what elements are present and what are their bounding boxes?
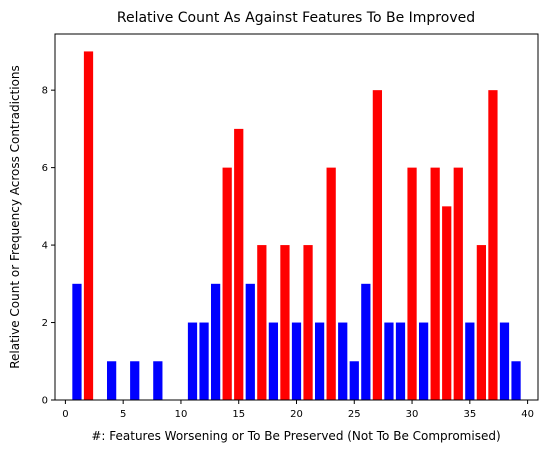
y-tick-label: 0 bbox=[42, 396, 48, 407]
bar-11 bbox=[187, 322, 198, 400]
bar-35 bbox=[465, 322, 475, 400]
bar-15 bbox=[234, 128, 244, 400]
chart-title: Relative Count As Against Features To Be… bbox=[117, 10, 475, 26]
y-tick-label: 6 bbox=[42, 163, 48, 174]
bar-25 bbox=[349, 361, 359, 400]
bar-14 bbox=[222, 167, 232, 400]
bar-19 bbox=[280, 245, 290, 400]
bar-24 bbox=[338, 322, 348, 400]
bar-38 bbox=[499, 322, 510, 400]
bar-6 bbox=[130, 361, 140, 400]
bar-20 bbox=[291, 322, 302, 400]
bar-29 bbox=[395, 322, 406, 400]
x-tick-label: 30 bbox=[406, 409, 419, 420]
y-tick-label: 2 bbox=[42, 318, 48, 329]
x-tick-label: 10 bbox=[175, 409, 188, 420]
y-axis-ticks: 0 2 4 6 8 bbox=[42, 86, 55, 407]
bar-1 bbox=[72, 283, 82, 400]
bar-32 bbox=[430, 167, 440, 400]
bar-4 bbox=[106, 361, 117, 400]
bar-34 bbox=[453, 167, 463, 400]
bar-23 bbox=[326, 167, 336, 400]
x-axis-ticks: 0 5 10 15 20 25 30 35 40 bbox=[62, 400, 534, 420]
x-tick-label: 40 bbox=[521, 409, 534, 420]
bar-26 bbox=[361, 283, 371, 400]
bar-21 bbox=[303, 245, 313, 400]
bar-17 bbox=[257, 245, 267, 400]
x-tick-label: 5 bbox=[120, 409, 126, 420]
bar-12 bbox=[199, 322, 209, 400]
bar-13 bbox=[210, 283, 221, 400]
bar-27 bbox=[372, 90, 383, 401]
x-tick-label: 20 bbox=[290, 409, 303, 420]
x-tick-label: 35 bbox=[463, 409, 476, 420]
bar-36 bbox=[476, 245, 487, 400]
y-tick-label: 4 bbox=[42, 241, 48, 252]
bar-16 bbox=[245, 283, 255, 400]
bar-group bbox=[72, 51, 521, 401]
bar-28 bbox=[384, 322, 394, 400]
bar-30 bbox=[407, 167, 417, 400]
bar-8 bbox=[153, 361, 163, 400]
x-axis-label: #: Features Worsening or To Be Preserved… bbox=[91, 429, 500, 443]
y-tick-label: 8 bbox=[42, 86, 48, 97]
bar-2 bbox=[83, 51, 94, 401]
bar-18 bbox=[268, 322, 279, 400]
bar-39 bbox=[511, 361, 521, 400]
bar-33 bbox=[442, 206, 452, 400]
x-tick-label: 25 bbox=[348, 409, 361, 420]
x-tick-label: 0 bbox=[62, 409, 68, 420]
x-tick-label: 15 bbox=[232, 409, 245, 420]
y-axis-label: Relative Count or Frequency Across Contr… bbox=[8, 65, 22, 369]
bar-31 bbox=[418, 322, 429, 400]
bar-22 bbox=[314, 322, 325, 400]
bar-37 bbox=[488, 90, 498, 401]
